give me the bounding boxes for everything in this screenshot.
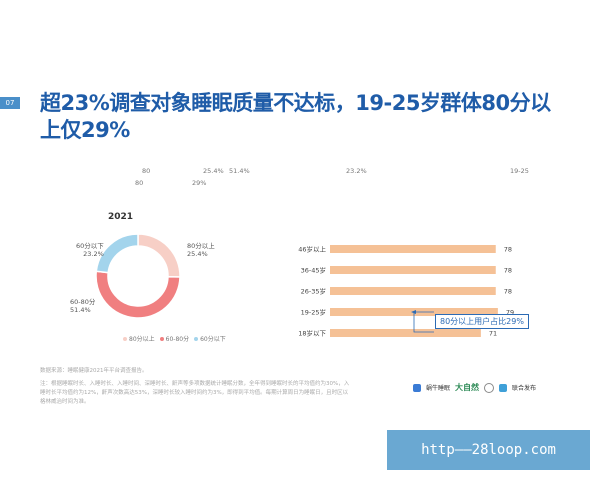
logo-text: 联合发布 xyxy=(512,385,537,392)
bar xyxy=(330,329,481,337)
legend-swatch xyxy=(159,336,164,341)
bar xyxy=(330,266,496,274)
slice-label-above-80: 80分以上 25.4% xyxy=(187,242,215,258)
bar-value-label: 79 xyxy=(506,308,514,316)
donut-slice-above-80 xyxy=(137,233,181,278)
partner-logo-icon xyxy=(499,383,508,392)
donut-slice-below-60 xyxy=(95,233,139,274)
annotation-leader-line xyxy=(413,311,434,333)
bar-category-label: 26-35岁 xyxy=(301,286,326,295)
logo-text: 大自然 xyxy=(455,383,480,392)
legend-label: 60分以下 xyxy=(200,336,226,343)
legend-item: 80分以上 xyxy=(123,334,155,343)
bar-category-label: 19-25岁 xyxy=(301,307,326,316)
slice-label-category: 60-80分 xyxy=(70,298,96,306)
bar-annotation: 80分以上用户占比29% xyxy=(435,314,529,329)
slice-label-value: 51.4% xyxy=(70,306,91,314)
legend-item: 60分以下 xyxy=(194,334,226,343)
slice-label-category: 80分以上 xyxy=(187,242,215,250)
bar xyxy=(330,287,496,295)
bar-category-label: 46岁以上 xyxy=(298,244,326,253)
faint-label: 80 xyxy=(142,167,151,175)
donut-chart-panel: 2021 80分以上 25.4% 60-80分 51.4% 60分以下 23.2… xyxy=(60,212,260,352)
slice-label-60-80: 60-80分 51.4% xyxy=(70,298,95,314)
data-source: 数据来源：睡眠健康2021年平台调查报告。 xyxy=(40,368,148,374)
legend-swatch xyxy=(194,336,199,341)
faint-label: 51.4% xyxy=(229,167,250,175)
donut-chart xyxy=(95,233,181,319)
bar-chart: 46岁以上 78 36-45岁 78 26-35岁 78 19-25岁 79 18岁以下 71 xyxy=(298,244,514,337)
bar-value-label: 78 xyxy=(504,245,512,253)
slice-label-value: 25.4% xyxy=(187,250,208,258)
bar-value-label: 71 xyxy=(489,329,497,337)
bar xyxy=(330,245,496,253)
page-number: 07 xyxy=(0,97,20,109)
donut-slice-60-80 xyxy=(95,270,181,319)
faint-label: 23.2% xyxy=(346,167,367,175)
bar-value-label: 78 xyxy=(504,266,512,274)
slice-label-value: 23.2% xyxy=(83,250,104,258)
bar-category-label: 36-45岁 xyxy=(301,265,326,274)
logo-text: 蜗牛睡眠 xyxy=(426,385,451,392)
donut-legend: 80分以上 60-80分 60分以下 xyxy=(123,334,226,343)
footnote: 注：根据睡眠时长、入睡时长、入睡时间、深睡时长、鼾声等多项数据统计睡眠分数，全年… xyxy=(40,381,350,405)
legend-label: 60-80分 xyxy=(165,336,190,343)
bar-value-label: 78 xyxy=(504,287,512,295)
legend-item: 60-80分 xyxy=(159,334,190,343)
legend-label: 80分以上 xyxy=(129,336,155,343)
faint-label: 80 xyxy=(135,179,144,187)
seal-icon xyxy=(484,382,495,393)
publisher-logos: 蜗牛睡眠 大自然 联合发布 xyxy=(413,382,536,393)
bar-category-label: 18岁以下 xyxy=(298,328,326,337)
donut-chart-title: 2021 xyxy=(108,212,134,222)
bar-chart-panel: 46岁以上 78 36-45岁 78 26-35岁 78 19-25岁 79 18岁以下 71 8… xyxy=(290,212,540,352)
faint-label: 25.4% xyxy=(203,167,224,175)
faint-label: 19-25 xyxy=(510,167,529,175)
watermark: http——28loop.com xyxy=(387,430,590,470)
faint-label: 29% xyxy=(192,179,207,187)
annotation-arrow-icon xyxy=(411,310,416,314)
slice-label-below-60: 60分以下 23.2% xyxy=(76,242,104,258)
snail-logo-icon xyxy=(413,383,421,392)
legend-swatch xyxy=(123,336,127,341)
headline: 超23%调查对象睡眠质量不达标，19-25岁群体80分以上仅29% xyxy=(40,91,551,142)
slice-label-category: 60分以下 xyxy=(76,242,104,250)
